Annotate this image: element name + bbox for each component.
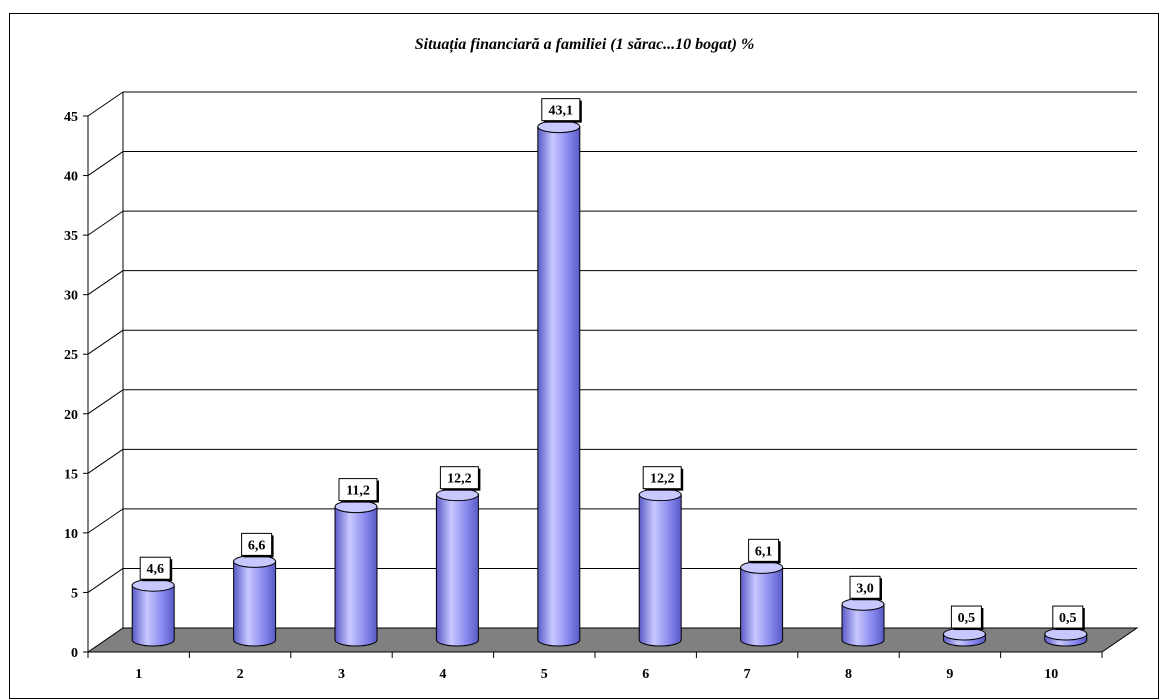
- gridline-depth: [87, 91, 124, 117]
- bar-cylinder: [435, 494, 479, 647]
- data-label-box: [139, 556, 171, 580]
- data-label-box: [541, 98, 581, 122]
- data-label-box: [338, 478, 378, 502]
- bar-cylinder: [841, 603, 885, 647]
- data-label-box: [748, 538, 780, 562]
- data-label: 3,0: [856, 581, 874, 596]
- bar-cylinder: [334, 506, 378, 647]
- y-tick-label: 45: [64, 110, 78, 125]
- y-tick-label: 25: [64, 348, 78, 363]
- x-tick-label: 3: [338, 667, 345, 682]
- data-label: 0,5: [1059, 611, 1077, 626]
- data-label-box: [439, 466, 479, 490]
- y-tick-label: 40: [64, 170, 78, 185]
- y-tick-label: 35: [64, 229, 78, 244]
- data-label-box: [950, 605, 982, 629]
- x-tick-label: 9: [946, 667, 953, 682]
- gridline-depth: [87, 210, 124, 236]
- data-label-box: [241, 532, 273, 556]
- y-tick-label: 10: [64, 527, 78, 542]
- data-label-box: [1052, 605, 1084, 629]
- data-label: 11,2: [346, 484, 370, 499]
- x-tick-label: 7: [744, 667, 751, 682]
- data-label-box: [642, 466, 682, 490]
- bar-cylinder: [638, 494, 682, 647]
- data-label: 12,2: [447, 472, 472, 487]
- x-tick-label: 10: [1044, 667, 1058, 682]
- y-tick-label: 5: [71, 586, 78, 601]
- gridline-depth: [87, 329, 124, 355]
- gridline-depth: [87, 448, 124, 474]
- x-tick-label: 1: [135, 667, 142, 682]
- gridline-depth: [87, 389, 124, 415]
- chart-title: Situația financiară a familiei (1 sărac.…: [414, 36, 755, 53]
- gridline-depth: [87, 151, 124, 176]
- chart-frame: [9, 13, 1159, 699]
- data-label: 12,2: [650, 472, 675, 487]
- data-label-box: [849, 575, 881, 599]
- data-label: 6,1: [755, 544, 773, 559]
- x-tick-label: 4: [439, 667, 446, 682]
- x-tick-label: 6: [642, 667, 649, 682]
- x-tick-label: 5: [541, 667, 548, 682]
- gridline-depth: [87, 270, 124, 296]
- bar-cylinder: [537, 126, 581, 647]
- y-tick-label: 30: [64, 289, 78, 304]
- y-tick-label: 20: [64, 408, 78, 423]
- y-tick-label: 15: [64, 467, 78, 482]
- bar-cylinder: [131, 584, 175, 647]
- x-tick-label: 8: [845, 667, 852, 682]
- data-label: 43,1: [549, 104, 574, 119]
- y-tick-label: 0: [71, 646, 78, 661]
- data-label: 4,6: [146, 562, 164, 577]
- data-label: 6,6: [248, 538, 266, 553]
- gridline-depth: [87, 508, 124, 534]
- x-tick-label: 2: [237, 667, 244, 682]
- bar-cylinder: [233, 560, 277, 647]
- bar-cylinder: [740, 566, 784, 647]
- gridline-depth: [87, 568, 124, 593]
- data-label: 0,5: [958, 611, 976, 626]
